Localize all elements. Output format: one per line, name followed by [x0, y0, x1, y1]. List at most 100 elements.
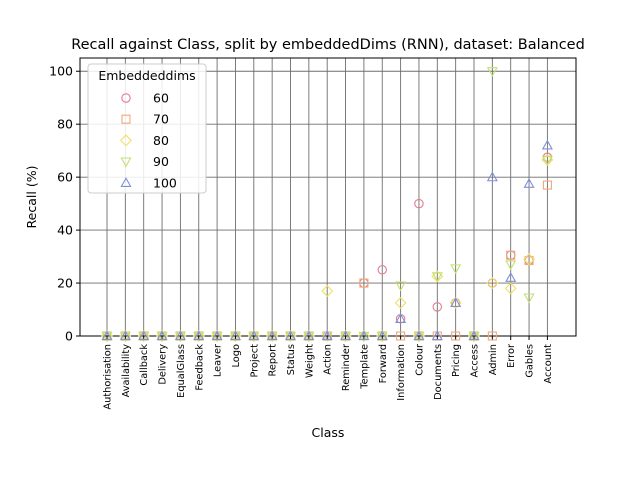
point-70-Admin: [487, 331, 497, 341]
x-tick-label: Feedback: [194, 344, 205, 391]
point-100-Account: [541, 139, 553, 150]
x-tick-label: Reminder: [341, 343, 352, 391]
point-100-Error: [505, 272, 517, 282]
x-tick-label: Leaver: [213, 343, 224, 377]
legend-marker-90: [120, 157, 132, 168]
point-90-Error: [505, 260, 517, 271]
point-70-Template: [359, 278, 369, 288]
point-100-Information: [395, 313, 407, 323]
x-tick-label: Information: [396, 344, 407, 401]
x-tick-label: Pricing: [451, 344, 462, 377]
x-tick-label: Delivery: [158, 344, 169, 385]
x-tick-label: Logo: [231, 344, 242, 368]
y-tick-label: 100: [49, 64, 73, 79]
legend-marker-100: [120, 177, 132, 187]
plot-frame: [79, 57, 577, 337]
x-tick-label: Authorisation: [103, 344, 114, 410]
point-100-Logo: [229, 330, 241, 341]
x-tick-label: Status: [286, 344, 297, 375]
x-tick-label: Gables: [525, 344, 536, 378]
point-60-Colour: [414, 198, 424, 209]
legend-label-70: 70: [153, 112, 169, 127]
y-tick-label: 20: [57, 276, 73, 291]
point-90-Admin: [486, 67, 498, 77]
point-100-Weight: [303, 330, 315, 341]
x-tick-label: Access: [470, 344, 481, 378]
x-tick-label: Documents: [433, 344, 444, 400]
data-points: [101, 67, 554, 342]
point-70-Account: [542, 180, 552, 190]
x-tick-label: Availability: [121, 344, 132, 398]
point-100-Status: [284, 330, 297, 341]
legend-marker-60: [121, 93, 131, 103]
series-100: [101, 139, 553, 341]
x-axis-label: Class: [312, 425, 345, 440]
x-tick-label: Error: [506, 343, 517, 368]
x-tick-label: Project: [249, 344, 260, 378]
legend-marker-70: [121, 114, 131, 124]
point-100-Colour: [413, 330, 425, 341]
point-80-Information: [394, 296, 407, 309]
point-100-Template: [358, 330, 370, 341]
point-60-Admin: [487, 278, 498, 288]
point-100-EqualGlass: [174, 330, 186, 341]
point-100-Report: [266, 330, 278, 341]
point-60-Documents: [432, 302, 443, 312]
point-90-Gables: [523, 293, 535, 304]
point-90-Pricing: [450, 264, 462, 275]
y-axis-label: Recall (%): [24, 166, 39, 229]
point-70-Information: [396, 331, 406, 341]
legend-box: [87, 63, 207, 194]
x-tick-label: EqualGlass: [176, 344, 187, 398]
point-70-Error: [506, 250, 516, 260]
point-100-Leaver: [211, 330, 223, 341]
chart-title: Recall against Class, split by embeddedD…: [71, 37, 585, 53]
x-tick-label: Report: [268, 344, 279, 377]
x-tick-label: Forward: [378, 344, 389, 383]
y-tick-label: 40: [57, 223, 73, 238]
point-80-Pricing: [449, 296, 462, 309]
x-tick-label: Account: [543, 344, 554, 384]
point-100-Access: [468, 330, 480, 341]
x-tick-label: Colour: [414, 343, 425, 376]
legend-title: Embeddeddims: [98, 68, 195, 83]
x-tick-label: Admin: [488, 344, 499, 375]
legend-label-80: 80: [153, 133, 169, 148]
point-100-Reminder: [340, 330, 352, 341]
point-100-Authorisation: [101, 330, 113, 341]
point-100-Delivery: [156, 330, 168, 341]
x-tick-label: Weight: [304, 344, 315, 378]
legend: Embeddeddims 60 70 80 90 100: [87, 63, 207, 194]
point-100-Gables: [523, 178, 535, 188]
legend-label-60: 60: [153, 91, 169, 106]
point-100-Feedback: [193, 330, 205, 341]
point-80-Gables: [523, 253, 536, 266]
point-100-Action: [321, 330, 333, 341]
point-80-Admin: [486, 277, 499, 290]
x-tick-label: Template: [359, 344, 370, 390]
y-tick-label: 0: [65, 329, 73, 344]
point-100-Pricing: [450, 297, 462, 308]
point-100-Availability: [119, 330, 131, 341]
y-tick-label: 80: [57, 117, 73, 132]
point-80-Action: [321, 285, 334, 297]
x-tick-label: Callback: [139, 344, 150, 386]
point-100-Admin: [486, 171, 498, 182]
point-60-Forward: [377, 265, 387, 275]
point-90-Information: [395, 281, 407, 292]
point-90-Account: [541, 155, 553, 166]
point-100-Callback: [138, 330, 150, 341]
y-tick-label: 60: [57, 170, 73, 185]
legend-label-100: 100: [153, 175, 177, 190]
point-100-Forward: [376, 330, 388, 341]
point-80-Error: [504, 282, 517, 295]
point-90-Documents: [431, 272, 443, 283]
point-100-Documents: [431, 330, 443, 341]
point-100-Project: [248, 330, 260, 341]
legend-label-90: 90: [153, 154, 169, 169]
x-tick-label: Action: [323, 344, 334, 375]
legend-marker-80: [120, 134, 132, 147]
point-70-Pricing: [451, 331, 461, 341]
